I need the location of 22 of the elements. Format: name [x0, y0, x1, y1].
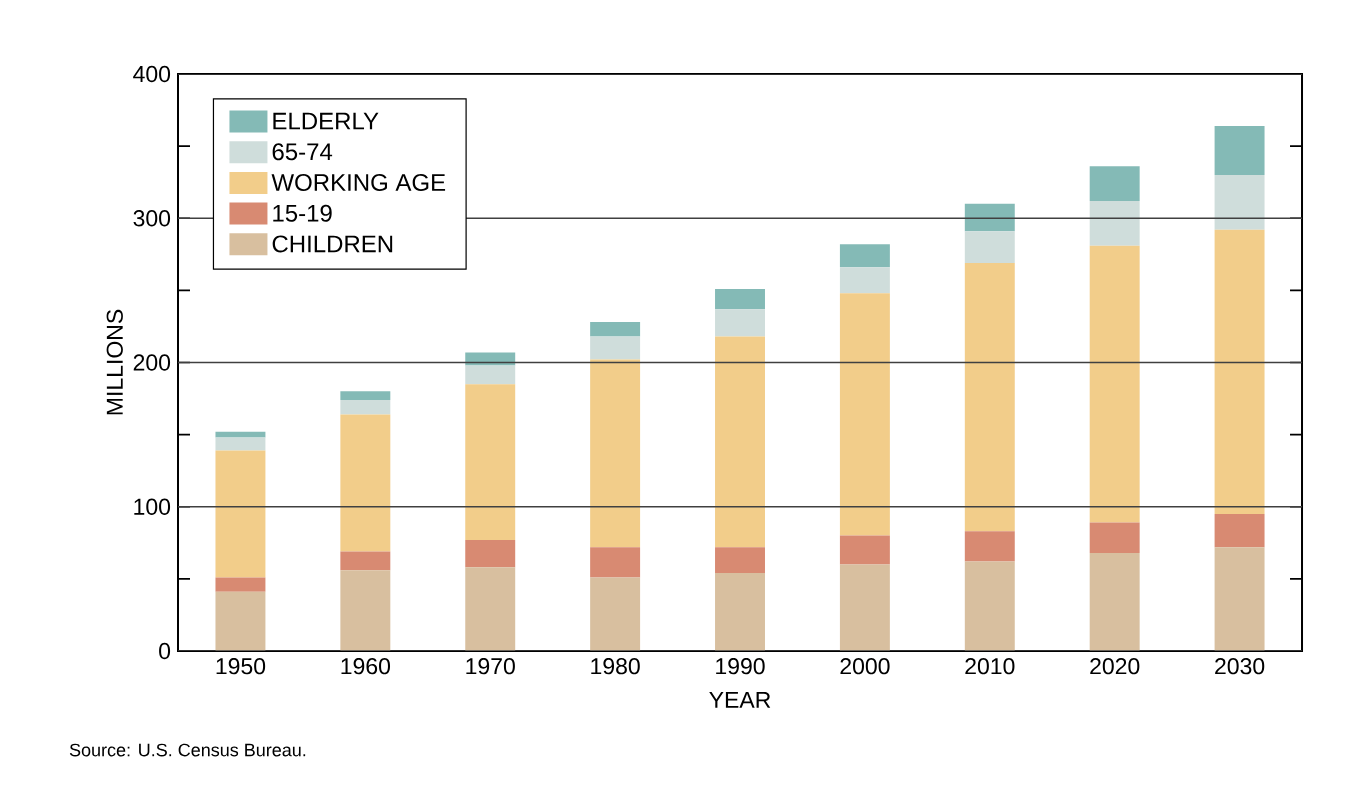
- y-axis-title: MILLIONS: [106, 309, 123, 415]
- source-note: Source: U.S. Census Bureau.: [69, 743, 306, 757]
- x-tick-label: 2030: [1215, 658, 1265, 675]
- y-tick-label: 0: [159, 642, 171, 660]
- legend-label: CHILDREN: [272, 235, 393, 253]
- y-tick-label: 200: [133, 354, 171, 371]
- y-tick-label: 400: [133, 65, 171, 83]
- x-tick-label: 1960: [341, 658, 391, 675]
- x-tick-label: 2020: [1090, 658, 1140, 675]
- legend-label: 15-19: [273, 204, 332, 222]
- x-axis-title: YEAR: [709, 692, 771, 708]
- legend-label: WORKING AGE: [271, 174, 446, 192]
- x-tick-label: 1970: [466, 658, 515, 675]
- legend-label: ELDERLY: [273, 112, 379, 130]
- legend-label: 65-74: [272, 143, 333, 161]
- y-tick-label: 100: [134, 498, 171, 515]
- x-tick-label: 1990: [716, 658, 765, 675]
- y-tick-label: 300: [133, 210, 171, 227]
- x-tick-label: 2010: [965, 658, 1015, 675]
- x-tick-label: 2000: [840, 658, 890, 675]
- x-tick-label: 1980: [591, 658, 640, 675]
- x-tick-label: 1950: [216, 658, 266, 675]
